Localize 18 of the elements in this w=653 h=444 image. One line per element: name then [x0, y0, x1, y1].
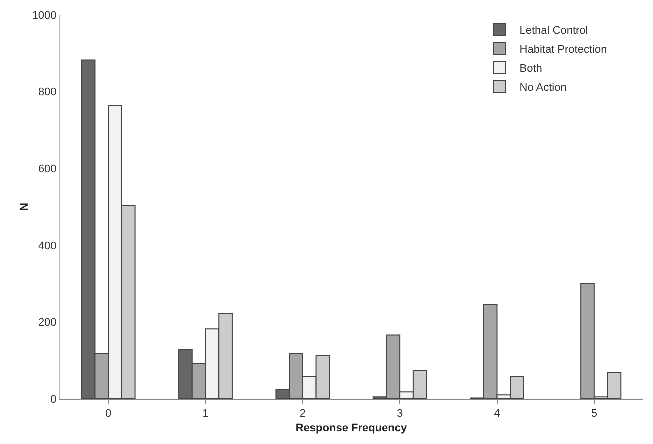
y-tick-label: 400 [38, 240, 57, 252]
x-tick-label: 2 [300, 408, 306, 420]
legend-label: Habitat Protection [520, 44, 608, 56]
y-tick-label: 1000 [32, 10, 57, 22]
x-axis-title: Response Frequency [296, 422, 408, 434]
x-tick-label: 5 [591, 408, 598, 420]
legend-label: No Action [520, 82, 567, 94]
legend-label: Lethal Control [520, 24, 588, 37]
x-tick-label: 3 [397, 408, 404, 420]
x-tick-label: 1 [202, 408, 209, 420]
legend-label: Both [520, 62, 542, 75]
y-tick-label: 800 [38, 86, 57, 99]
x-tick-label: 4 [494, 408, 500, 420]
y-tick-label: 0 [50, 394, 57, 406]
y-tick-label: 200 [38, 317, 57, 330]
y-axis-title: N [19, 202, 31, 211]
y-tick-label: 600 [38, 163, 57, 176]
x-tick-label: 0 [106, 408, 112, 420]
